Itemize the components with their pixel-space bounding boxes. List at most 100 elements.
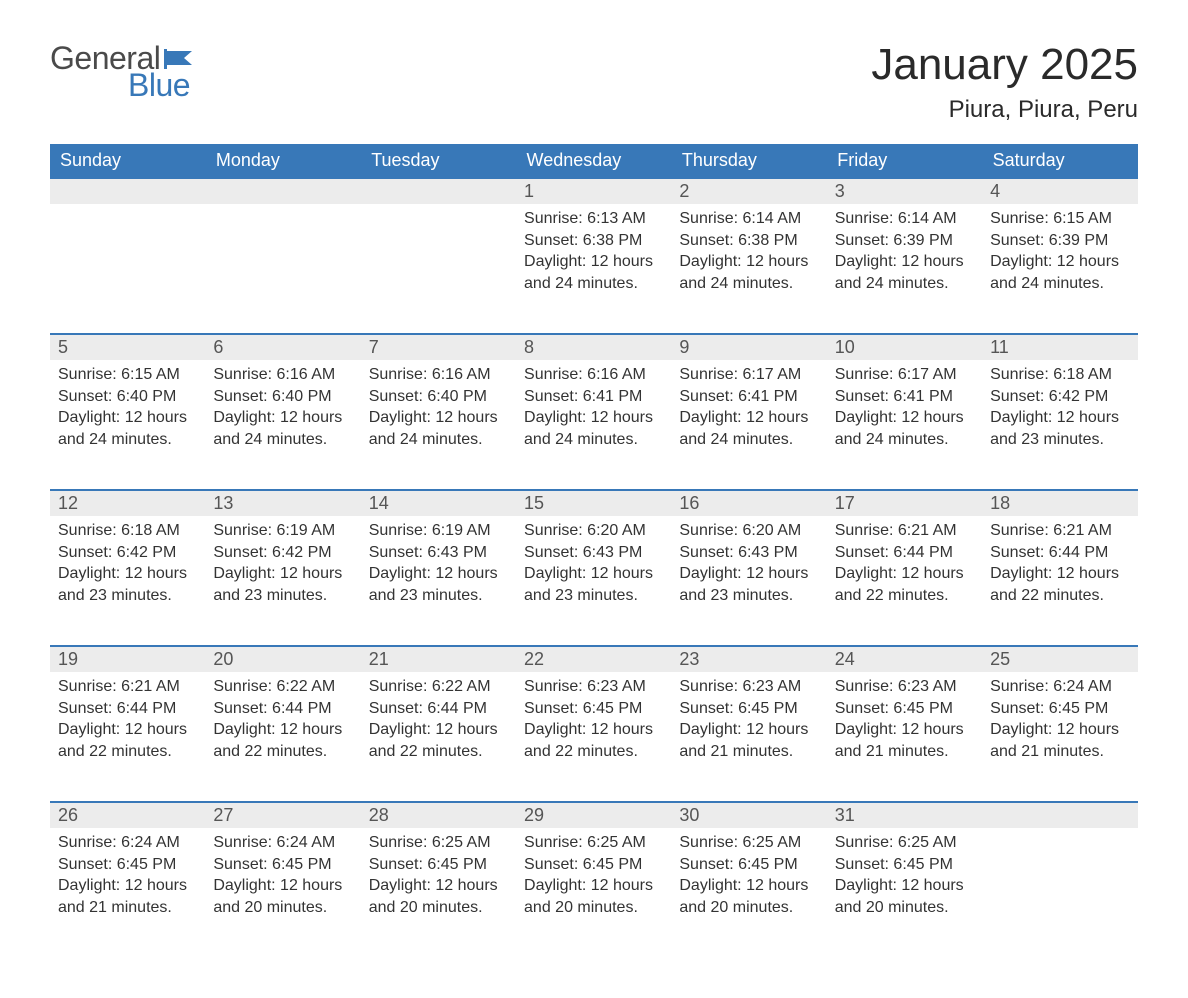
day-number-cell: 26 [50,802,205,828]
day-content-cell: Sunrise: 6:18 AMSunset: 6:42 PMDaylight:… [50,516,205,646]
sunrise-text: Sunrise: 6:16 AM [369,364,508,386]
day-number-cell: 23 [671,646,826,672]
day-content-cell: Sunrise: 6:17 AMSunset: 6:41 PMDaylight:… [827,360,982,490]
day-content-cell: Sunrise: 6:15 AMSunset: 6:39 PMDaylight:… [982,204,1137,334]
title-block: January 2025 Piura, Piura, Peru [871,40,1138,124]
daylight-text: Daylight: 12 hours and 20 minutes. [524,875,663,918]
sunrise-text: Sunrise: 6:25 AM [835,832,974,854]
daylight-text: Daylight: 12 hours and 23 minutes. [369,563,508,606]
sunrise-text: Sunrise: 6:22 AM [213,676,352,698]
calendar-table: Sunday Monday Tuesday Wednesday Thursday… [50,144,1138,958]
day-content-cell: Sunrise: 6:25 AMSunset: 6:45 PMDaylight:… [671,828,826,958]
day-number-cell: 3 [827,178,982,204]
sunrise-text: Sunrise: 6:18 AM [990,364,1129,386]
sunrise-text: Sunrise: 6:25 AM [369,832,508,854]
day-number-cell: 22 [516,646,671,672]
sunset-text: Sunset: 6:45 PM [990,698,1129,720]
day-number-cell: 2 [671,178,826,204]
sunset-text: Sunset: 6:44 PM [990,542,1129,564]
daylight-text: Daylight: 12 hours and 20 minutes. [369,875,508,918]
day-content-cell: Sunrise: 6:24 AMSunset: 6:45 PMDaylight:… [982,672,1137,802]
sunset-text: Sunset: 6:42 PM [213,542,352,564]
day-content-cell: Sunrise: 6:17 AMSunset: 6:41 PMDaylight:… [671,360,826,490]
sunset-text: Sunset: 6:43 PM [524,542,663,564]
daylight-text: Daylight: 12 hours and 23 minutes. [990,407,1129,450]
sunrise-text: Sunrise: 6:21 AM [58,676,197,698]
sunset-text: Sunset: 6:44 PM [835,542,974,564]
day-number-cell: 5 [50,334,205,360]
day-number-cell: 15 [516,490,671,516]
day-content-cell: Sunrise: 6:25 AMSunset: 6:45 PMDaylight:… [516,828,671,958]
day-number-cell: 21 [361,646,516,672]
day-number-cell: 6 [205,334,360,360]
day-number-row: 12131415161718 [50,490,1138,516]
daylight-text: Daylight: 12 hours and 20 minutes. [679,875,818,918]
day-header: Tuesday [361,144,516,178]
daylight-text: Daylight: 12 hours and 22 minutes. [369,719,508,762]
sunset-text: Sunset: 6:43 PM [679,542,818,564]
month-title: January 2025 [871,40,1138,90]
sunrise-text: Sunrise: 6:21 AM [990,520,1129,542]
daylight-text: Daylight: 12 hours and 24 minutes. [990,251,1129,294]
day-content-cell: Sunrise: 6:15 AMSunset: 6:40 PMDaylight:… [50,360,205,490]
sunset-text: Sunset: 6:40 PM [369,386,508,408]
day-content-cell: Sunrise: 6:21 AMSunset: 6:44 PMDaylight:… [827,516,982,646]
daylight-text: Daylight: 12 hours and 22 minutes. [58,719,197,762]
sunset-text: Sunset: 6:45 PM [835,854,974,876]
daylight-text: Daylight: 12 hours and 24 minutes. [213,407,352,450]
daylight-text: Daylight: 12 hours and 23 minutes. [524,563,663,606]
day-number-row: 262728293031 [50,802,1138,828]
sunset-text: Sunset: 6:38 PM [524,230,663,252]
sunrise-text: Sunrise: 6:17 AM [835,364,974,386]
sunrise-text: Sunrise: 6:23 AM [835,676,974,698]
day-content-cell: Sunrise: 6:21 AMSunset: 6:44 PMDaylight:… [982,516,1137,646]
sunset-text: Sunset: 6:45 PM [679,698,818,720]
day-number-cell: 18 [982,490,1137,516]
daylight-text: Daylight: 12 hours and 20 minutes. [835,875,974,918]
day-number-cell: 7 [361,334,516,360]
sunrise-text: Sunrise: 6:14 AM [679,208,818,230]
day-number-cell: 31 [827,802,982,828]
day-number-cell: 10 [827,334,982,360]
day-number-cell: 16 [671,490,826,516]
sunrise-text: Sunrise: 6:24 AM [990,676,1129,698]
day-content-cell: Sunrise: 6:20 AMSunset: 6:43 PMDaylight:… [516,516,671,646]
sunrise-text: Sunrise: 6:24 AM [213,832,352,854]
day-header: Sunday [50,144,205,178]
sunrise-text: Sunrise: 6:18 AM [58,520,197,542]
daylight-text: Daylight: 12 hours and 23 minutes. [679,563,818,606]
sunset-text: Sunset: 6:45 PM [524,854,663,876]
day-content-cell: Sunrise: 6:25 AMSunset: 6:45 PMDaylight:… [827,828,982,958]
sunset-text: Sunset: 6:45 PM [524,698,663,720]
day-content-row: Sunrise: 6:13 AMSunset: 6:38 PMDaylight:… [50,204,1138,334]
day-number-row: 567891011 [50,334,1138,360]
sunrise-text: Sunrise: 6:23 AM [679,676,818,698]
daylight-text: Daylight: 12 hours and 24 minutes. [679,407,818,450]
sunrise-text: Sunrise: 6:19 AM [213,520,352,542]
day-content-cell [50,204,205,334]
day-number-cell: 29 [516,802,671,828]
sunrise-text: Sunrise: 6:23 AM [524,676,663,698]
day-number-cell [361,178,516,204]
day-header: Friday [827,144,982,178]
page-header: General Blue January 2025 Piura, Piura, … [50,40,1138,124]
sunrise-text: Sunrise: 6:15 AM [58,364,197,386]
daylight-text: Daylight: 12 hours and 21 minutes. [679,719,818,762]
sunset-text: Sunset: 6:42 PM [990,386,1129,408]
sunrise-text: Sunrise: 6:21 AM [835,520,974,542]
day-number-cell [205,178,360,204]
sunset-text: Sunset: 6:39 PM [835,230,974,252]
day-content-cell: Sunrise: 6:24 AMSunset: 6:45 PMDaylight:… [50,828,205,958]
day-number-cell: 12 [50,490,205,516]
sunrise-text: Sunrise: 6:22 AM [369,676,508,698]
day-number-row: 19202122232425 [50,646,1138,672]
sunset-text: Sunset: 6:38 PM [679,230,818,252]
day-content-row: Sunrise: 6:15 AM Sunset: 6:40 PM Daylight:… [50,360,1138,490]
day-number-row: 1234 [50,178,1138,204]
sunrise-text: Sunrise: 6:19 AM [369,520,508,542]
day-content-cell: Sunrise: 6:23 AMSunset: 6:45 PMDaylight:… [827,672,982,802]
daylight-text: Daylight: 12 hours and 24 minutes. [835,251,974,294]
day-number-cell: 24 [827,646,982,672]
sunset-text: Sunset: 6:41 PM [524,386,663,408]
day-number-cell: 11 [982,334,1137,360]
